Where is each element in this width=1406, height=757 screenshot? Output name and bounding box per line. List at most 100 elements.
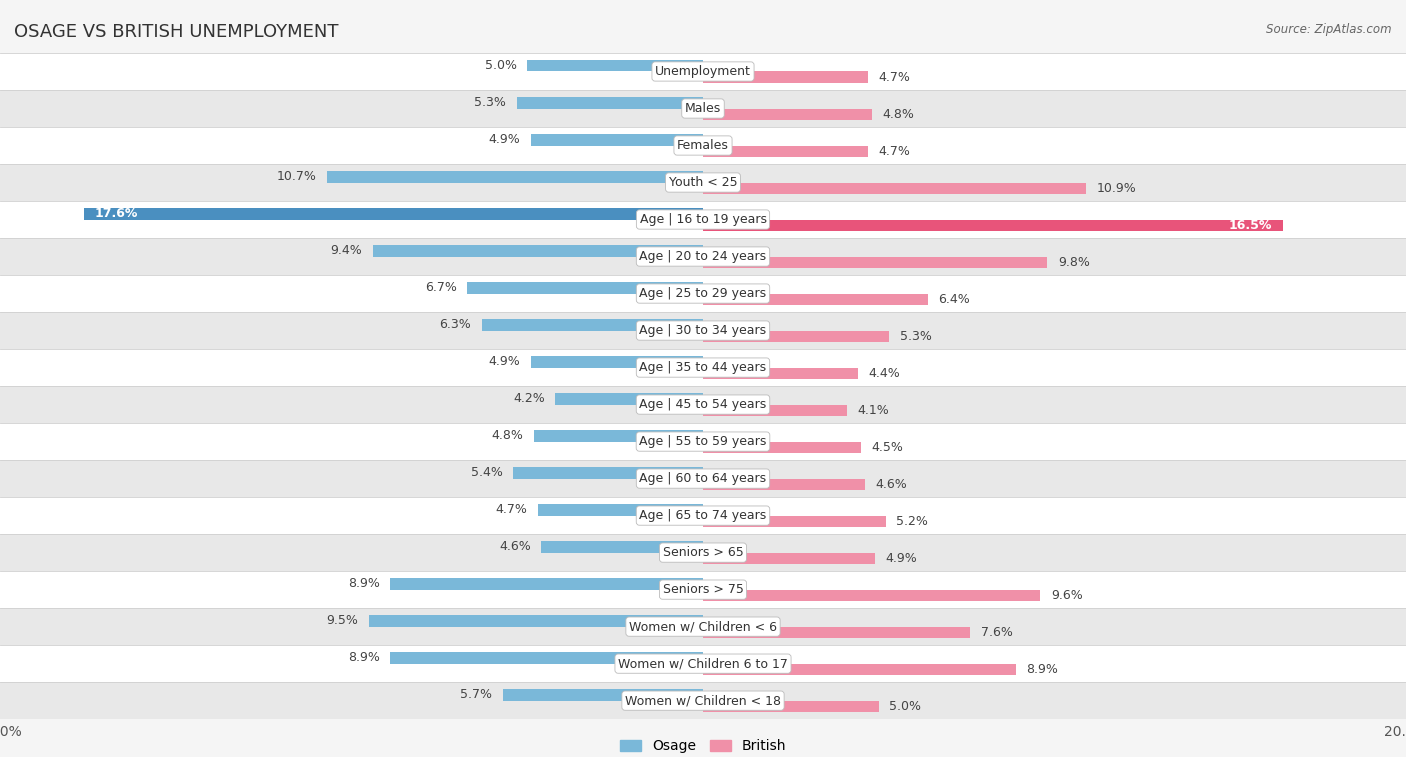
Bar: [703, 331, 889, 342]
Bar: [703, 516, 886, 528]
Legend: Osage, British: Osage, British: [614, 734, 792, 757]
Bar: [703, 478, 865, 491]
Text: 4.6%: 4.6%: [875, 478, 907, 491]
Text: 4.7%: 4.7%: [879, 145, 911, 158]
Bar: [703, 145, 869, 157]
Bar: [0, 423, 1406, 460]
Text: 5.0%: 5.0%: [485, 59, 517, 72]
Text: Age | 55 to 59 years: Age | 55 to 59 years: [640, 435, 766, 448]
Bar: [503, 689, 703, 701]
Text: 5.7%: 5.7%: [460, 688, 492, 701]
Text: 16.5%: 16.5%: [1229, 219, 1272, 232]
Text: 5.0%: 5.0%: [889, 700, 921, 713]
Text: Women w/ Children 6 to 17: Women w/ Children 6 to 17: [619, 657, 787, 670]
Bar: [0, 386, 1406, 423]
Bar: [0, 608, 1406, 645]
Bar: [0, 312, 1406, 349]
Bar: [0, 497, 1406, 534]
Bar: [537, 503, 703, 516]
Text: 4.9%: 4.9%: [886, 552, 918, 565]
Text: Age | 35 to 44 years: Age | 35 to 44 years: [640, 361, 766, 374]
Text: 4.5%: 4.5%: [872, 441, 904, 454]
Text: 8.9%: 8.9%: [347, 577, 380, 590]
Text: Women w/ Children < 6: Women w/ Children < 6: [628, 620, 778, 633]
Bar: [391, 578, 703, 590]
Text: 4.2%: 4.2%: [513, 392, 546, 405]
Text: Age | 30 to 34 years: Age | 30 to 34 years: [640, 324, 766, 337]
Bar: [703, 590, 1040, 602]
Bar: [328, 170, 703, 182]
Bar: [517, 97, 703, 108]
Text: 9.4%: 9.4%: [330, 244, 363, 257]
Bar: [703, 220, 1282, 232]
Text: 4.1%: 4.1%: [858, 404, 890, 417]
Text: 8.9%: 8.9%: [1026, 663, 1059, 676]
Bar: [703, 627, 970, 638]
Text: 4.7%: 4.7%: [879, 71, 911, 84]
Text: 10.7%: 10.7%: [277, 170, 316, 183]
Bar: [391, 652, 703, 664]
Text: 6.3%: 6.3%: [439, 318, 471, 331]
Bar: [0, 349, 1406, 386]
Text: Seniors > 75: Seniors > 75: [662, 583, 744, 596]
Bar: [555, 393, 703, 404]
Text: Age | 25 to 29 years: Age | 25 to 29 years: [640, 287, 766, 300]
Text: 5.2%: 5.2%: [897, 515, 928, 528]
Bar: [703, 294, 928, 305]
Text: Males: Males: [685, 102, 721, 115]
Text: 6.4%: 6.4%: [939, 293, 970, 306]
Bar: [531, 134, 703, 145]
Bar: [481, 319, 703, 331]
Text: 9.5%: 9.5%: [326, 614, 359, 628]
Bar: [703, 368, 858, 379]
Text: Age | 60 to 64 years: Age | 60 to 64 years: [640, 472, 766, 485]
Bar: [0, 201, 1406, 238]
Text: 10.9%: 10.9%: [1097, 182, 1136, 195]
Text: 4.4%: 4.4%: [869, 367, 900, 380]
Bar: [373, 245, 703, 257]
Bar: [0, 127, 1406, 164]
Text: Age | 65 to 74 years: Age | 65 to 74 years: [640, 509, 766, 522]
Bar: [467, 282, 703, 294]
Text: 8.9%: 8.9%: [347, 651, 380, 664]
Text: 4.8%: 4.8%: [883, 108, 914, 121]
Bar: [703, 108, 872, 120]
Bar: [703, 664, 1015, 675]
Text: 4.9%: 4.9%: [488, 355, 520, 368]
Bar: [703, 257, 1047, 269]
Text: 4.6%: 4.6%: [499, 540, 531, 553]
Bar: [0, 645, 1406, 682]
Text: 5.3%: 5.3%: [900, 330, 932, 343]
Text: Age | 45 to 54 years: Age | 45 to 54 years: [640, 398, 766, 411]
Text: OSAGE VS BRITISH UNEMPLOYMENT: OSAGE VS BRITISH UNEMPLOYMENT: [14, 23, 339, 41]
Bar: [0, 53, 1406, 90]
Text: 6.7%: 6.7%: [425, 281, 457, 294]
Bar: [0, 90, 1406, 127]
Bar: [703, 71, 869, 83]
Bar: [84, 207, 703, 220]
Bar: [541, 540, 703, 553]
Bar: [531, 356, 703, 368]
Text: 4.8%: 4.8%: [492, 429, 524, 442]
Text: Women w/ Children < 18: Women w/ Children < 18: [626, 694, 780, 707]
Text: 4.9%: 4.9%: [488, 133, 520, 146]
Bar: [0, 534, 1406, 571]
Text: Unemployment: Unemployment: [655, 65, 751, 78]
Text: 4.7%: 4.7%: [495, 503, 527, 516]
Bar: [0, 682, 1406, 719]
Text: Youth < 25: Youth < 25: [669, 176, 737, 189]
Bar: [0, 164, 1406, 201]
Text: Seniors > 65: Seniors > 65: [662, 546, 744, 559]
Text: 17.6%: 17.6%: [94, 207, 138, 220]
Bar: [368, 615, 703, 627]
Bar: [0, 238, 1406, 275]
Bar: [703, 182, 1087, 195]
Text: 9.6%: 9.6%: [1052, 589, 1083, 602]
Text: Age | 16 to 19 years: Age | 16 to 19 years: [640, 213, 766, 226]
Text: Females: Females: [678, 139, 728, 152]
Bar: [513, 467, 703, 478]
Bar: [0, 460, 1406, 497]
Bar: [0, 275, 1406, 312]
Bar: [0, 571, 1406, 608]
Text: 7.6%: 7.6%: [981, 626, 1012, 639]
